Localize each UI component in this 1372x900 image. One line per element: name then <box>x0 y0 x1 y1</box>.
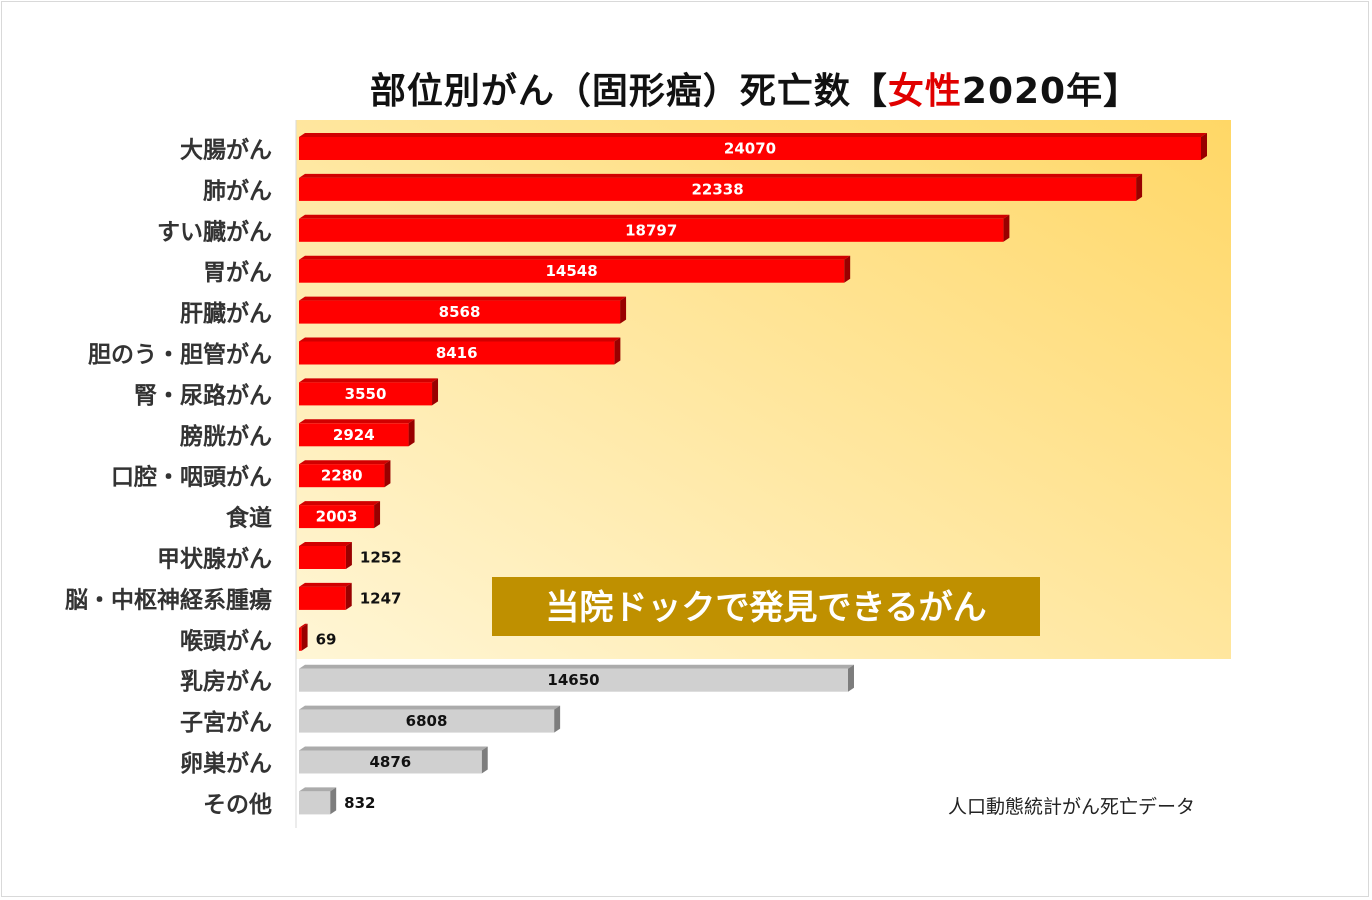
value-label: 2280 <box>321 467 363 485</box>
category-label: 胆のう・胆管がん <box>87 341 272 368</box>
bar-highlighted <box>299 627 302 651</box>
value-label: 1247 <box>360 589 402 607</box>
bar-highlighted <box>299 300 621 324</box>
bar-side-face <box>1136 173 1143 201</box>
bar-highlighted <box>299 137 1201 160</box>
value-label: 69 <box>316 630 337 648</box>
category-label: 口腔・咽頭がん <box>111 464 272 491</box>
category-label: 子宮がん <box>180 709 272 736</box>
bar-top-face <box>299 255 851 260</box>
bar-top-face <box>299 746 488 751</box>
bar-highlighted <box>299 546 346 569</box>
bar-highlighted <box>299 423 409 447</box>
value-label: 2924 <box>333 426 375 444</box>
bar-top-face <box>299 501 381 506</box>
value-label: 8568 <box>439 303 481 321</box>
category-label: 乳房がん <box>180 668 272 695</box>
bar-top-face <box>299 460 391 465</box>
bar-highlighted <box>299 259 845 283</box>
bar-highlighted <box>299 341 615 365</box>
bar-side-face <box>1201 133 1207 160</box>
title-suffix: 2020年】 <box>961 71 1141 112</box>
chart-title: 部位別がん（固形癌）死亡数【女性2020年】 <box>0 62 1372 114</box>
bar-top-face <box>299 787 337 792</box>
bar-other <box>299 750 482 774</box>
title-prefix: 部位別がん（固形癌）死亡数【 <box>369 71 888 112</box>
category-label: すい臓がん <box>157 218 272 245</box>
bar-side-face <box>345 542 352 569</box>
bar-other <box>299 791 331 815</box>
value-label: 18797 <box>625 221 677 239</box>
bar-top-face <box>299 173 1143 178</box>
value-label: 14650 <box>547 671 599 689</box>
bar-top-face <box>299 337 621 342</box>
value-label: 3550 <box>345 385 387 403</box>
bar-highlighted <box>299 464 385 488</box>
bar-side-face <box>554 705 561 733</box>
bar-side-face <box>330 787 337 815</box>
value-label: 14548 <box>545 262 597 280</box>
category-label: 肺がん <box>203 177 272 204</box>
bar-top-face <box>299 582 352 587</box>
bar-top-face <box>299 542 352 546</box>
bar-side-face <box>847 664 854 692</box>
bar-highlighted <box>299 382 433 406</box>
bar-side-face <box>408 419 415 447</box>
value-label: 6808 <box>406 712 448 730</box>
value-label: 832 <box>344 794 375 812</box>
bar-side-face <box>1003 214 1010 242</box>
highlight-band <box>296 120 1231 659</box>
category-label: 脳・中枢神経系腫瘍 <box>65 586 272 613</box>
bar-side-face <box>432 378 439 406</box>
bar-highlighted <box>299 218 1004 242</box>
bar-side-face <box>374 501 381 529</box>
bar-top-face <box>299 296 627 301</box>
bar-side-face <box>301 623 308 651</box>
category-label: 卵巣がん <box>180 750 272 777</box>
bar-top-face <box>299 419 415 424</box>
bar-top-face <box>299 378 439 383</box>
bar-side-face <box>620 296 627 324</box>
bar-highlighted <box>299 505 375 529</box>
category-label: その他 <box>203 792 272 818</box>
bar-top-face <box>299 623 308 628</box>
bar-side-face <box>384 460 391 488</box>
value-label: 24070 <box>724 140 776 158</box>
source-note: 人口動態統計がん死亡データ <box>948 796 1196 818</box>
bar-side-face <box>844 255 851 283</box>
bar-side-face <box>481 746 488 774</box>
value-label: 2003 <box>316 508 358 526</box>
category-label: 肝臓がん <box>180 300 272 327</box>
category-label: 腎・尿路がん <box>134 382 272 409</box>
highlight-badge <box>492 577 1040 636</box>
value-label: 4876 <box>369 753 411 771</box>
category-label: 食道 <box>226 505 272 532</box>
category-label: 甲状腺がん <box>157 546 272 573</box>
title-accent: 女性 <box>887 71 962 112</box>
category-label: 喉頭がん <box>180 627 272 654</box>
category-label: 胃がん <box>203 259 272 286</box>
bar-top-face <box>299 705 561 710</box>
category-label: 大腸がん <box>180 137 272 164</box>
bar-top-face <box>299 664 854 669</box>
highlight-badge-label: 当院ドックで発見できるがん <box>545 588 986 628</box>
bar-side-face <box>614 337 621 365</box>
bar-other <box>299 668 848 692</box>
bar-side-face <box>345 582 352 610</box>
bar-highlighted <box>299 586 346 610</box>
bar-top-face <box>299 133 1207 137</box>
bar-other <box>299 709 555 733</box>
category-label: 膀胱がん <box>180 423 272 450</box>
value-label: 8416 <box>436 344 478 362</box>
value-label: 1252 <box>360 549 402 567</box>
value-label: 22338 <box>691 180 743 198</box>
bar-highlighted <box>299 177 1137 201</box>
bar-top-face <box>299 214 1010 219</box>
